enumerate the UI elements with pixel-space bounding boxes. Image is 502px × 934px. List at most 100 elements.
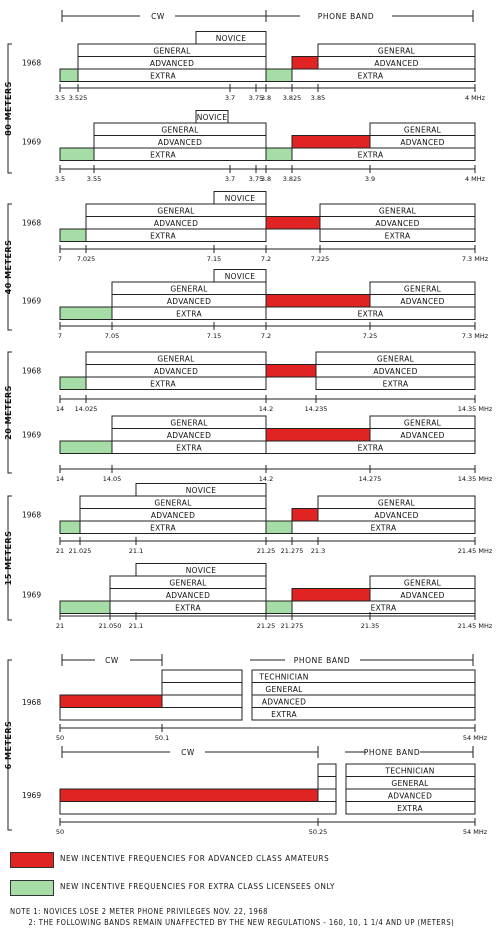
tick-label: 21.3: [311, 547, 325, 555]
header-6m-cw-1969: CW: [181, 748, 195, 757]
tick-label: 21.025: [69, 547, 92, 555]
advanced-fill: [265, 216, 321, 230]
6m-general-bar: [317, 776, 337, 790]
extra-label: EXTRA: [176, 444, 202, 453]
general-label: GENERAL: [378, 499, 416, 508]
advanced-label: ADVANCED: [400, 297, 444, 306]
year-label: 1968: [22, 698, 41, 707]
extra-label: EXTRA: [358, 72, 384, 81]
tick-label: 14.05: [103, 475, 122, 483]
tick-label: 3.5: [55, 94, 65, 102]
6m-extra-phone-bar: [345, 801, 476, 815]
tick-label: 14: [56, 475, 64, 483]
advanced-fill: [265, 428, 371, 442]
advanced-label: ADVANCED: [154, 367, 198, 376]
header-phone: PHONE BAND: [318, 12, 374, 21]
tick-label: 3.525: [69, 94, 88, 102]
tick-label: 3.8: [261, 175, 271, 183]
extra-bar: [109, 600, 267, 614]
note-2: 2: THE FOLLOWING BANDS REMAIN UNAFFECTED…: [10, 918, 455, 927]
header-cw: CW: [151, 12, 165, 21]
tick-label: 50.25: [309, 828, 328, 836]
year-label: 1969: [22, 430, 41, 439]
tick-label: 21.25: [257, 622, 276, 630]
extra-fill: [59, 600, 111, 614]
tick-label: 21: [56, 622, 64, 630]
tick-label: 50: [56, 828, 64, 836]
novice-label: NOVICE: [186, 486, 217, 495]
tick-label: 7.3 MHz: [462, 332, 489, 340]
extra-label: EXTRA: [383, 380, 409, 389]
tick-label: 7.3 MHz: [462, 255, 489, 263]
tick-label: 7.25: [363, 332, 377, 340]
extra-bar: [315, 376, 476, 390]
band-bracket: [7, 203, 12, 331]
tick-label: 7.15: [207, 332, 221, 340]
band-name: 40 METERS: [4, 240, 13, 295]
advanced-fill: [265, 364, 317, 378]
general-label: GENERAL: [391, 779, 429, 788]
technician-label: TECHNICIAN: [384, 767, 434, 776]
extra-bar: [265, 68, 476, 82]
tick-label: 21.275: [281, 547, 304, 555]
tick-label: 50: [56, 734, 64, 742]
extra-label: EXTRA: [358, 444, 384, 453]
band-name: 15 METERS: [4, 531, 13, 586]
advanced-fill: [59, 788, 319, 802]
extra-bar: [291, 520, 476, 534]
advanced-label: ADVANCED: [400, 138, 444, 147]
tick-label: 21.1: [129, 622, 143, 630]
extra-label: EXTRA: [371, 524, 397, 533]
note-1: NOTE 1: NOVICES LOSE 2 METER PHONE PRIVI…: [10, 907, 268, 916]
tick-label: 54 MHz: [463, 734, 488, 742]
tick-label: 4 MHz: [465, 94, 486, 102]
6m-technician-bar: [161, 669, 243, 683]
band-bracket: [7, 495, 12, 621]
general-label: GENERAL: [404, 126, 442, 135]
advanced-label: ADVANCED: [375, 219, 419, 228]
tick-label: 50.1: [155, 734, 169, 742]
extra-bar: [265, 440, 476, 454]
advanced-label: ADVANCED: [151, 511, 195, 520]
general-label: GENERAL: [404, 419, 442, 428]
extra-label: EXTRA: [175, 604, 201, 613]
extra-label: EXTRA: [150, 232, 176, 241]
header-6m-phone-1968: PHONE BAND: [294, 656, 350, 665]
extra-fill: [59, 147, 95, 161]
6m-extra-bar: [59, 801, 337, 815]
novice-label: NOVICE: [186, 566, 217, 575]
advanced-fill: [291, 135, 371, 149]
novice-label: NOVICE: [225, 272, 256, 281]
extra-bar: [319, 228, 476, 242]
tick-label: 21.050: [99, 622, 122, 630]
extra-fill: [59, 520, 81, 534]
extra-label: EXTRA: [150, 151, 176, 160]
tick-label: 14.35 MHz: [458, 475, 493, 483]
technician-label: TECHNICIAN: [258, 673, 308, 682]
tick-label: 3.7: [225, 94, 235, 102]
general-label: GENERAL: [265, 685, 303, 694]
band-name: 20 METERS: [4, 385, 13, 440]
extra-label: EXTRA: [371, 604, 397, 613]
tick-label: 14.2: [259, 475, 273, 483]
extra-label: EXTRA: [397, 804, 423, 813]
tick-label: 3.825: [283, 94, 302, 102]
general-label: GENERAL: [404, 579, 442, 588]
advanced-swatch: [10, 852, 54, 868]
year-label: 1969: [22, 296, 41, 305]
tick-label: 7: [58, 332, 62, 340]
tick-label: 3.9: [365, 175, 375, 183]
advanced-label: ADVANCED: [374, 511, 418, 520]
advanced-label: ADVANCED: [374, 59, 418, 68]
advanced-label: ADVANCED: [150, 59, 194, 68]
tick-label: 21.45 MHz: [458, 547, 493, 555]
tick-label: 3.5: [55, 175, 65, 183]
band-bracket: [7, 43, 12, 174]
advanced-label: ADVANCED: [388, 792, 432, 801]
extra-bar: [265, 147, 476, 161]
legend-advanced-text: NEW INCENTIVE FREQUENCIES FOR ADVANCED C…: [60, 854, 330, 863]
tick-label: 3.7: [225, 175, 235, 183]
extra-fill: [265, 600, 293, 614]
header-6m-cw-1968: CW: [105, 656, 119, 665]
extra-label: EXTRA: [271, 710, 297, 719]
